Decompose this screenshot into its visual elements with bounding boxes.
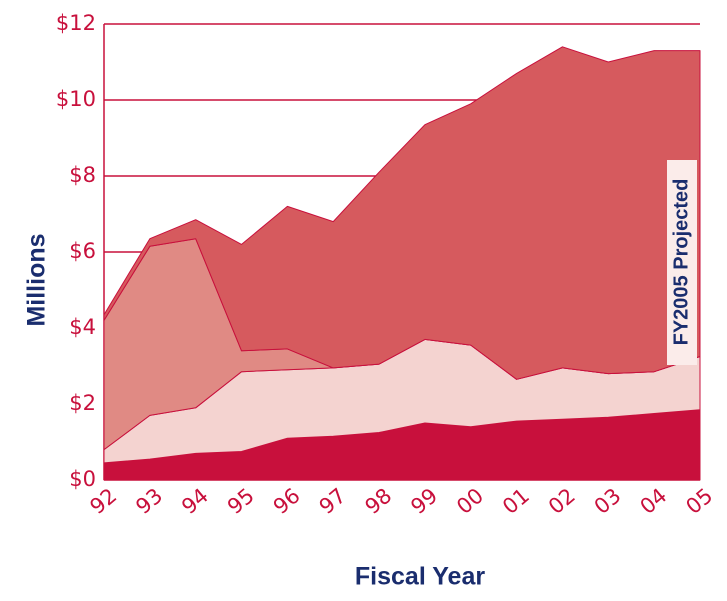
x-tick-label: 95 [223, 483, 259, 519]
y-tick-label: $0 [69, 467, 96, 491]
x-tick: 93 [131, 483, 167, 519]
x-axis-label: Fiscal Year [355, 563, 485, 591]
x-tick: 94 [177, 483, 213, 519]
x-tick: 96 [269, 483, 305, 519]
x-tick-label: 99 [406, 483, 442, 519]
annotation-box [667, 160, 697, 365]
y-tick-label: $8 [69, 163, 96, 187]
x-tick: 03 [590, 483, 626, 519]
x-tick-label: 94 [177, 483, 213, 519]
area [103, 46, 701, 380]
x-tick: 00 [452, 483, 488, 519]
y-axis-label: Millions [23, 233, 51, 326]
x-tick-label: 04 [636, 483, 672, 519]
annotation: FY2005 Projected [670, 179, 692, 346]
x-tick: 05 [681, 483, 717, 519]
x-tick: 95 [223, 483, 259, 519]
x-tick: 02 [544, 483, 580, 519]
x-tick-label: 97 [315, 483, 351, 519]
x-tick-label: 01 [498, 483, 534, 519]
y-tick-label: $12 [56, 11, 96, 35]
x-tick-label: 00 [452, 483, 488, 519]
x-tick: 04 [636, 483, 672, 519]
y-tick-label: $4 [69, 315, 96, 339]
y-tick-label: $10 [56, 87, 96, 111]
x-tick-label: 93 [131, 483, 167, 519]
x-tick-label: 05 [681, 483, 717, 519]
x-tick-label: 03 [590, 483, 626, 519]
x-tick-label: 02 [544, 483, 580, 519]
x-tick-label: 98 [360, 483, 396, 519]
y-tick-label: $2 [69, 391, 96, 415]
x-tick: 98 [360, 483, 396, 519]
x-tick: 99 [406, 483, 442, 519]
x-tick-label: 96 [269, 483, 305, 519]
x-tick: 01 [498, 483, 534, 519]
y-tick-label: $6 [69, 239, 96, 263]
x-tick: 97 [315, 483, 351, 519]
